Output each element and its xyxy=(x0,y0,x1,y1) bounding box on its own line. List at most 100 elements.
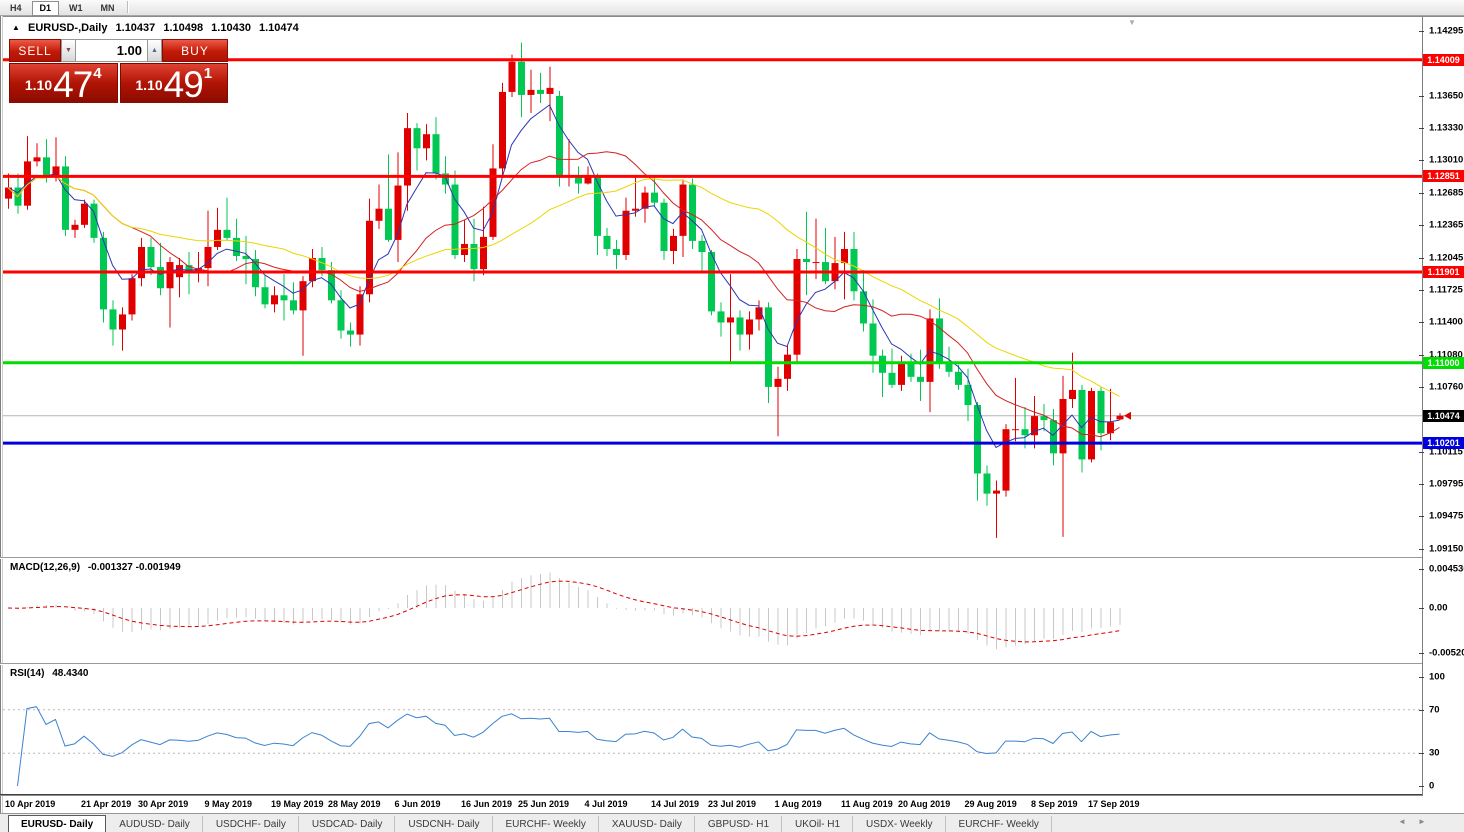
price-tick-label: 1.09475 xyxy=(1429,510,1464,522)
candle-body xyxy=(774,378,782,387)
buy-price-display[interactable]: 1.10 49 1 xyxy=(119,63,228,103)
macd-indicator-pane[interactable] xyxy=(3,560,1422,663)
price-tick xyxy=(1419,354,1424,356)
pane-divider[interactable] xyxy=(0,557,1422,558)
candle-body xyxy=(461,243,468,256)
moving-average-30 xyxy=(7,175,1120,397)
buy-button[interactable]: BUY xyxy=(162,39,228,62)
price-tick xyxy=(1419,322,1424,324)
candle-body xyxy=(71,224,79,230)
rsi-tick-label: 70 xyxy=(1429,704,1440,716)
candle-body xyxy=(119,314,126,330)
symbol-tab-gbpusd[interactable]: GBPUSD- H1 xyxy=(696,816,783,832)
price-tick xyxy=(1419,386,1424,388)
candle-body xyxy=(337,300,345,331)
candle-body xyxy=(575,176,582,184)
candle-body xyxy=(423,134,430,149)
date-axis-label: 6 Jun 2019 xyxy=(394,799,441,809)
symbol-tab-usdcad[interactable]: USDCAD- Daily xyxy=(300,816,396,832)
candle-body xyxy=(62,166,69,230)
candle-body xyxy=(1050,420,1057,454)
candle-body xyxy=(318,258,326,271)
rsi-name: RSI(14) xyxy=(10,668,45,679)
ohlc-high: 1.10498 xyxy=(163,22,204,34)
volume-decrease-button[interactable]: ▼ xyxy=(61,39,76,62)
macd-tick xyxy=(1419,608,1424,609)
candle-body xyxy=(784,354,791,379)
candle-body xyxy=(803,259,810,263)
spin-down-icon: ▼ xyxy=(65,47,72,54)
symbol-tab-eurchf[interactable]: EURCHF- Weekly xyxy=(494,816,599,832)
date-axis[interactable]: 10 Apr 2019 21 Apr 2019 30 Apr 2019 9 May 2… xyxy=(3,796,1422,813)
candle-body xyxy=(1012,429,1019,431)
window-border-left xyxy=(0,16,1,832)
date-axis-label: 30 Apr 2019 xyxy=(138,799,189,809)
candle-body xyxy=(280,295,288,301)
candle-body xyxy=(860,291,867,324)
pane-divider-2[interactable] xyxy=(0,663,1422,664)
symbol-tab-usdcnh[interactable]: USDCNH- Daily xyxy=(396,816,493,832)
timeframe-button-w1[interactable]: W1 xyxy=(69,3,83,13)
price-tick xyxy=(1419,484,1424,486)
date-axis-label: 25 Jun 2019 xyxy=(518,799,570,809)
date-axis-label: 1 Aug 2019 xyxy=(774,799,822,809)
scroll-shift-marker-icon[interactable]: ▼ xyxy=(1128,18,1136,27)
volume-increase-button[interactable]: ▲ xyxy=(147,39,162,62)
symbol-tab-eurusd[interactable]: EURUSD- Daily xyxy=(8,815,107,832)
price-tick xyxy=(1419,193,1424,195)
macd-tick xyxy=(1419,653,1424,654)
candle-body xyxy=(138,246,145,279)
buy-price-small: 1.10 xyxy=(135,77,163,93)
plot-bottom-border-2 xyxy=(0,795,1422,796)
rsi-indicator-pane[interactable] xyxy=(3,666,1422,794)
volume-input[interactable]: 1.00 xyxy=(76,39,147,62)
symbol-tab-audusd[interactable]: AUDUSD- Daily xyxy=(107,816,203,832)
timeframe-button-h4[interactable]: H4 xyxy=(10,3,22,13)
candle-body xyxy=(347,330,354,335)
candle-body xyxy=(185,265,193,273)
candle-body xyxy=(470,243,478,270)
rsi-value: 48.4340 xyxy=(52,668,89,679)
candle-body xyxy=(717,311,725,323)
candle-body xyxy=(385,208,392,240)
price-tick-label: 1.10760 xyxy=(1429,381,1464,393)
candle-body xyxy=(594,176,601,236)
sell-price-display[interactable]: 1.10 47 4 xyxy=(9,63,118,103)
price-axis-separator xyxy=(1422,17,1423,796)
candle-body xyxy=(850,248,858,292)
tab-scroll-left-icon[interactable]: ◄ xyxy=(1398,817,1406,826)
symbol-tab-usdchf[interactable]: USDCHF- Daily xyxy=(204,816,299,832)
candle-body xyxy=(945,361,953,372)
candle-body xyxy=(195,268,202,273)
symbol-tab-usdx[interactable]: USDX- Weekly xyxy=(854,816,946,832)
date-axis-label: 17 Sep 2019 xyxy=(1088,799,1140,809)
symbol-tab-ukoil[interactable]: UKOil- H1 xyxy=(783,816,854,832)
timeframe-button-d1[interactable]: D1 xyxy=(31,1,60,16)
macd-values: -0.001327 -0.001949 xyxy=(87,562,181,573)
sell-button[interactable]: SELL xyxy=(9,39,61,62)
candle-body xyxy=(708,251,715,312)
price-tick xyxy=(1419,128,1424,130)
price-tick-label: 1.13650 xyxy=(1429,90,1464,102)
symbol-tab-bar: EURUSD- Daily AUDUSD- Daily USDCHF- Daily U… xyxy=(0,813,1464,832)
tab-scroll-right-icon[interactable]: ► xyxy=(1418,817,1426,826)
candle-body xyxy=(100,237,107,310)
collapse-icon[interactable]: ▲ xyxy=(12,23,20,32)
main-price-chart[interactable] xyxy=(3,18,1422,557)
candle-body xyxy=(727,317,734,323)
symbol-tab-eurchf[interactable]: EURCHF- Weekly xyxy=(947,816,1052,832)
timeframe-button-mn[interactable]: MN xyxy=(100,3,115,13)
candle-body xyxy=(214,229,221,247)
candle-body xyxy=(204,246,212,269)
macd-tick xyxy=(1419,568,1424,570)
candle-body xyxy=(613,248,620,256)
sell-price-big: 47 xyxy=(53,64,93,105)
symbol-tab-xauusd[interactable]: XAUUSD- Daily xyxy=(600,816,695,832)
price-tick-label: 1.14295 xyxy=(1429,25,1464,37)
rsi-line xyxy=(17,706,1120,787)
candle-body xyxy=(128,278,136,315)
window-border xyxy=(0,16,1464,17)
plot-bottom-border xyxy=(0,794,1422,795)
price-tick xyxy=(1419,31,1424,32)
candle-body xyxy=(375,208,383,221)
